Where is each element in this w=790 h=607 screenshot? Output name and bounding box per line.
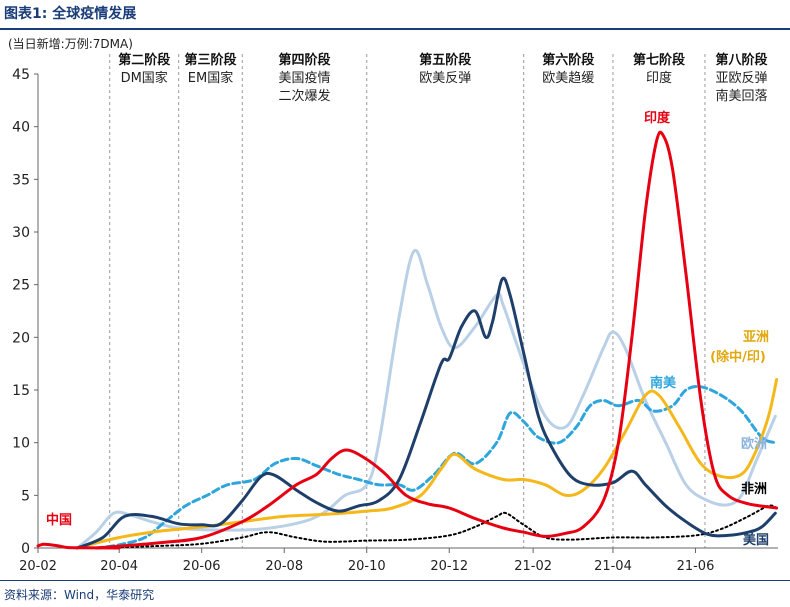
x-tick-label: 20-04: [100, 559, 138, 574]
source-note: 资料来源：Wind，华泰研究: [4, 588, 155, 602]
series-line-india: [94, 130, 779, 550]
footer-bar: 资料来源：Wind，华泰研究: [0, 580, 790, 607]
series-label: 亚洲: [743, 330, 769, 345]
series-line-china: [36, 542, 121, 550]
x-tick-label: 21-04: [594, 559, 632, 574]
series-label: 南美: [650, 375, 677, 391]
phase-desc: 亚欧反弹: [715, 71, 767, 86]
phase-desc: DM国家: [121, 70, 168, 86]
y-tick-label: 30: [12, 225, 30, 241]
series-label: 欧洲: [741, 436, 767, 452]
y-tick-label: 35: [12, 172, 30, 188]
phase-desc: 欧美反弹: [419, 71, 471, 86]
series-line-usa: [75, 276, 777, 550]
series-label: 印度: [644, 110, 671, 126]
series-line-south-america: [94, 385, 777, 550]
series-label: (除中/印): [710, 349, 766, 365]
phase-title: 第七阶段: [633, 52, 685, 68]
header-bar: 图表1: 全球疫情发展: [0, 0, 790, 30]
unit-note: (当日新增:万例:7DMA): [8, 36, 133, 51]
x-tick-label: 20-06: [183, 559, 221, 574]
series-line-asia-ex-china-india: [75, 378, 779, 550]
y-tick-label: 0: [21, 541, 30, 557]
phase-title: 第四阶段: [279, 52, 331, 68]
phase-title: 第六阶段: [542, 52, 594, 68]
phase-desc: 欧美趋缓: [542, 71, 594, 86]
y-tick-label: 10: [12, 436, 30, 452]
phase-desc: 南美回落: [715, 88, 767, 104]
series-lines: [36, 130, 779, 550]
phase-title: 第五阶段: [419, 52, 471, 68]
figure-title: 图表1: 全球疫情发展: [4, 6, 137, 22]
x-tick-label: 20-10: [348, 559, 386, 574]
y-tick-label: 40: [12, 120, 30, 136]
axes: 0 5 10 15 20 25 30 35 40 45 20-02 20-04 20-06 20-08 20…: [12, 67, 778, 574]
phase-desc: EM国家: [188, 70, 233, 86]
phase-desc: 美国疫情: [279, 70, 331, 86]
x-tick-label: 21-02: [514, 559, 552, 574]
phase-title: 第三阶段: [184, 52, 236, 68]
y-tick-label: 15: [12, 383, 30, 399]
phase-desc: 二次爆发: [279, 88, 331, 104]
series-label: 中国: [46, 512, 72, 528]
x-tick-label: 20-08: [265, 559, 303, 574]
y-tick-label: 5: [21, 488, 30, 504]
y-tick-label: 25: [12, 278, 30, 294]
series-label: 美国: [743, 532, 769, 548]
y-tick-label: 45: [12, 67, 30, 83]
phase-title: 第八阶段: [715, 52, 767, 68]
x-tick-label: 20-02: [19, 559, 57, 574]
series-label: 非洲: [741, 481, 767, 497]
y-tick-label: 20: [12, 330, 30, 346]
x-tick-label: 20-12: [430, 559, 468, 574]
phase-desc: 印度: [646, 70, 672, 86]
x-tick-label: 21-06: [677, 559, 715, 574]
phase-title: 第二阶段: [118, 52, 170, 68]
